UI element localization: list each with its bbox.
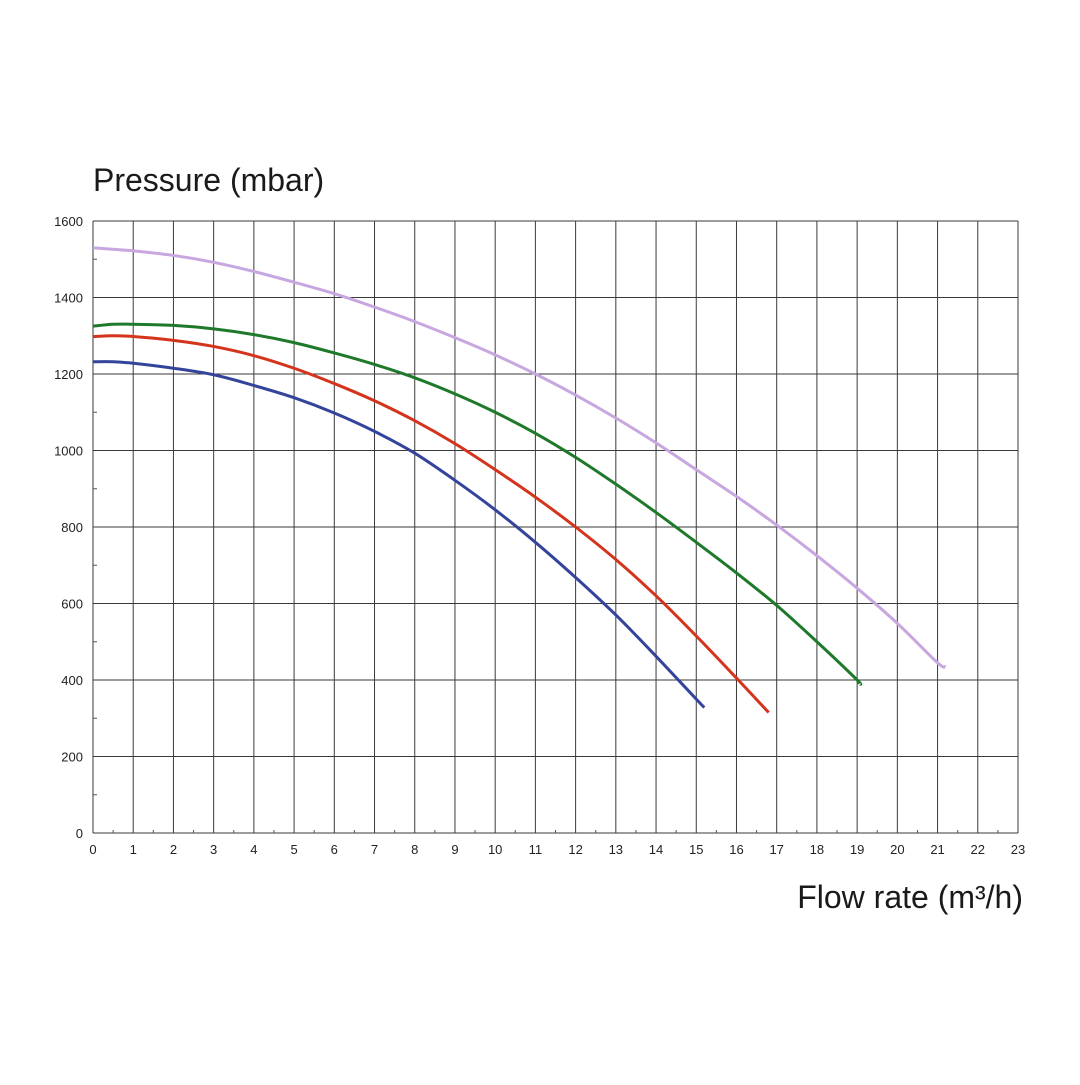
tick-labels: 0 1 2 3 4 5 6 7 8 9 10 11 12 13 14 15 16 17 18 19 20 21 22 2302… xyxy=(54,214,1025,857)
x-axis-title: Flow rate (m³/h) xyxy=(797,879,1023,915)
y-tick-label: 1200 xyxy=(54,367,83,382)
x-tick-label: 16 xyxy=(729,842,743,857)
grid-lines xyxy=(92,220,1019,834)
y-tick-label: 800 xyxy=(61,520,83,535)
y-tick-label: 200 xyxy=(61,750,83,765)
y-axis-title: Pressure (mbar) xyxy=(93,162,324,198)
x-tick-label: 10 xyxy=(488,842,502,857)
x-tick-label: 11 xyxy=(529,842,543,857)
x-tick-label: 9 xyxy=(451,842,458,857)
x-tick-label: 15 xyxy=(689,842,703,857)
x-tick-label: 13 xyxy=(609,842,623,857)
x-tick-label: 12 xyxy=(568,842,582,857)
y-tick-label: 1400 xyxy=(54,291,83,306)
x-tick-label: 5 xyxy=(290,842,297,857)
x-tick-label: 1 xyxy=(130,842,137,857)
series-line-1 xyxy=(92,246,947,669)
series-line-3 xyxy=(92,334,770,714)
y-tick-label: 1600 xyxy=(54,214,83,229)
x-tick-label: 2 xyxy=(170,842,177,857)
x-tick-label: 21 xyxy=(930,842,944,857)
minor-ticks xyxy=(93,258,999,833)
y-tick-label: 0 xyxy=(76,826,83,841)
x-tick-label: 18 xyxy=(810,842,824,857)
x-tick-label: 7 xyxy=(371,842,378,857)
x-tick-label: 20 xyxy=(890,842,904,857)
x-tick-label: 17 xyxy=(769,842,783,857)
x-tick-label: 0 xyxy=(89,842,96,857)
y-tick-label: 600 xyxy=(61,597,83,612)
x-tick-label: 8 xyxy=(411,842,418,857)
series-lines xyxy=(92,246,947,714)
x-tick-label: 14 xyxy=(649,842,663,857)
y-tick-label: 1000 xyxy=(54,444,83,459)
x-tick-label: 3 xyxy=(210,842,217,857)
x-tick-label: 6 xyxy=(331,842,338,857)
x-tick-label: 19 xyxy=(850,842,864,857)
x-tick-label: 22 xyxy=(971,842,985,857)
series-line-4 xyxy=(92,360,706,709)
x-tick-label: 23 xyxy=(1011,842,1025,857)
series-line-2 xyxy=(92,322,863,686)
y-tick-label: 400 xyxy=(61,673,83,688)
x-tick-label: 4 xyxy=(250,842,257,857)
